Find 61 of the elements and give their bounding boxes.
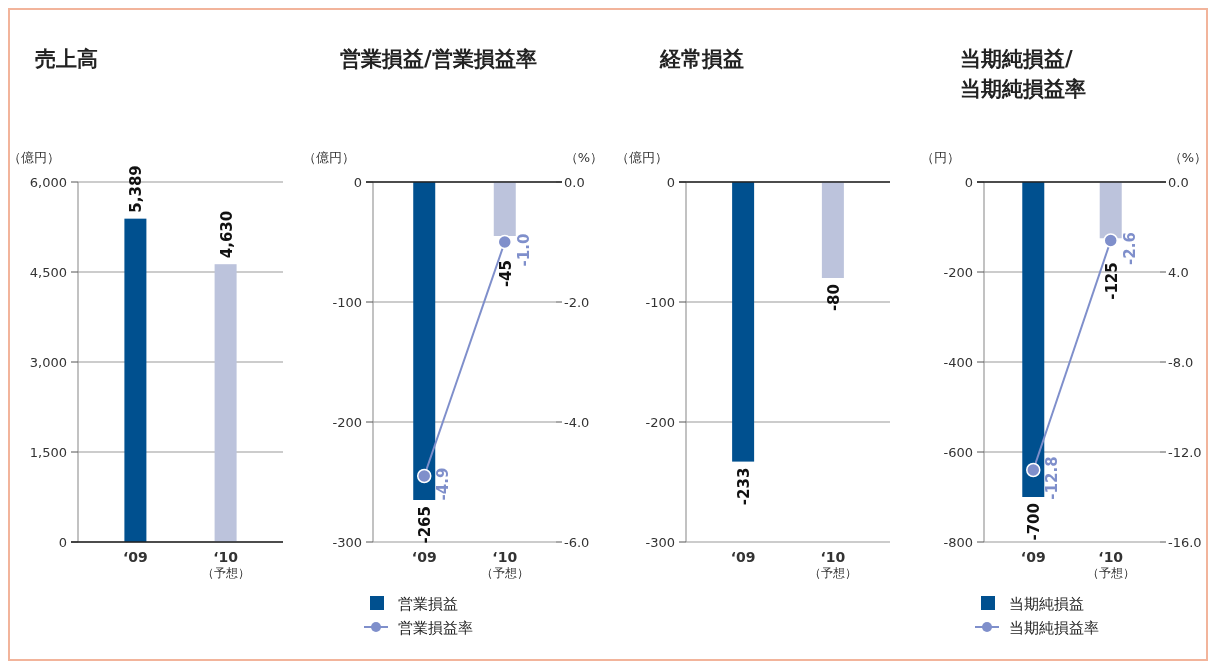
y-tick-label: -800: [943, 535, 973, 550]
y-tick-label: 3,000: [29, 355, 67, 370]
chart-title: 経常損益: [660, 46, 745, 73]
data-label: -265: [416, 506, 435, 544]
y2-tick-label: -8.0: [1168, 355, 1194, 370]
y2-tick-label: -16.0: [1168, 535, 1202, 550]
data-label: -1.0: [514, 233, 533, 267]
y2-axis-title: （%）: [564, 150, 604, 165]
data-label: 5,389: [127, 165, 146, 213]
y-tick-label: -200: [943, 265, 973, 280]
legend-label: 営業損益: [398, 595, 458, 613]
y-tick-label: 6,000: [29, 175, 67, 190]
legend-label: 営業損益率: [398, 619, 473, 637]
x-tick-label: ‘10 （予想）: [808, 549, 857, 580]
chart-title: 営業損益/営業損益率: [340, 46, 538, 73]
x-tick-label: ‘10 （予想）: [480, 549, 529, 580]
y-tick-label: -100: [332, 295, 362, 310]
y-tick-label: 1,500: [29, 445, 67, 460]
x-tick-label: ‘09: [122, 549, 148, 565]
legend-label: 当期純損益率: [1009, 619, 1099, 637]
x-tick-label: ‘09: [1020, 549, 1046, 565]
x-tick-label: ‘09: [411, 549, 437, 565]
y-tick-label: -100: [645, 295, 675, 310]
x-tick-label: ‘10 （予想）: [1086, 549, 1135, 580]
x-tick-label: ‘10 （予想）: [201, 549, 250, 580]
y-tick-label: -400: [943, 355, 973, 370]
y2-axis-title: （%）: [1168, 150, 1208, 165]
data-label: -700: [1025, 503, 1044, 541]
y-axis-title: （億円）: [303, 150, 355, 165]
data-label: -233: [735, 467, 754, 506]
data-label: -4.9: [434, 467, 453, 501]
legend-label: 当期純損益: [1009, 595, 1084, 613]
data-label: -2.6: [1120, 232, 1139, 265]
y-axis-title: （億円）: [8, 150, 60, 165]
y2-tick-label: 0.0: [1168, 175, 1189, 190]
data-label: 4,630: [217, 210, 236, 259]
x-tick-label: ‘09: [730, 549, 756, 565]
y-tick-label: 0: [58, 535, 67, 550]
y-tick-label: -600: [943, 445, 973, 460]
y-tick-label: 4,500: [29, 265, 67, 280]
data-label: -12.8: [1043, 456, 1062, 500]
y2-tick-label: -2.0: [564, 295, 590, 310]
y-tick-label: -200: [645, 415, 675, 430]
y2-tick-label: 0.0: [564, 175, 585, 190]
y-tick-label: -200: [332, 415, 362, 430]
data-label: -125: [1102, 262, 1121, 300]
y-axis-title: （円）: [920, 150, 960, 165]
y2-tick-label: -6.0: [564, 535, 590, 550]
chart-title: 売上高: [35, 46, 99, 73]
y-tick-label: -300: [332, 535, 362, 550]
chart-title: 当期純損益/当期純損益率: [960, 46, 1087, 103]
y2-tick-label: -4.0: [564, 415, 590, 430]
data-label: -45: [496, 260, 515, 288]
y-tick-label: 0: [353, 175, 362, 190]
data-label: -80: [824, 284, 843, 312]
y2-tick-label: 4.0: [1168, 265, 1189, 280]
y-tick-label: 0: [666, 175, 675, 190]
y2-tick-label: -12.0: [1168, 445, 1202, 460]
y-tick-label: -300: [645, 535, 675, 550]
y-axis-title: （億円）: [616, 150, 668, 165]
y-tick-label: 0: [964, 175, 973, 190]
